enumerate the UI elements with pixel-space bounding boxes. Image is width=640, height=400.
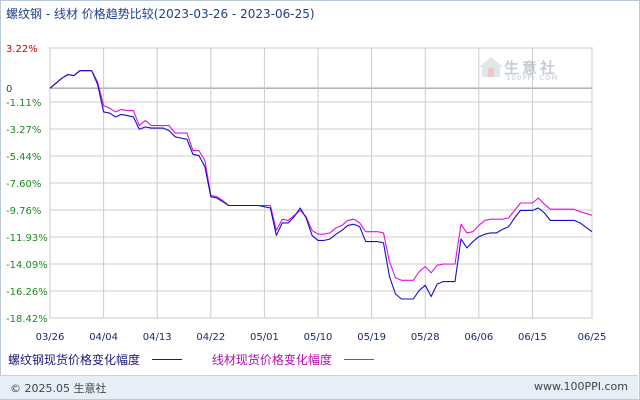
line-chart: 3.22% 0 -1.11% -3.27% -5.44% -7.60% -9.76% -11.…	[6, 44, 607, 343]
series-line-2	[49, 70, 593, 281]
x-tick-label: 06/15	[518, 332, 547, 343]
y-tick-label: -7.60%	[6, 179, 41, 190]
y-tick-label: -11.93%	[6, 233, 48, 244]
x-tick-label: 06/06	[464, 332, 493, 343]
x-tick-label: 03/26	[36, 332, 65, 343]
y-tick-label: -14.09%	[6, 260, 48, 271]
copyright-text: © 2025.05 生意社	[10, 382, 107, 395]
y-tick-label: -5.44%	[6, 152, 41, 163]
watermark-name: 生意社	[504, 58, 559, 77]
y-tick-label: -16.26%	[6, 287, 48, 298]
legend-item-series2: 线材现货价格变化幅度	[212, 351, 374, 368]
x-tick-label: 04/22	[196, 332, 225, 343]
y-tick-label: -18.42%	[6, 314, 48, 325]
y-tick-label: 0	[6, 84, 12, 95]
x-tick-label: 04/13	[143, 332, 172, 343]
x-tick-label: 04/04	[89, 332, 118, 343]
y-tick-label: -9.76%	[6, 206, 41, 217]
x-tick-label: 06/25	[578, 332, 607, 343]
legend-swatch-series2	[343, 359, 374, 360]
x-tick-label: 05/19	[357, 332, 386, 343]
chart-title: 螺纹钢 - 线材 价格趋势比较(2023-03-26 - 2023-06-25)	[6, 7, 315, 21]
footer-bar: © 2025.05 生意社 www.100PPI.com	[0, 375, 638, 399]
legend-label-series2: 线材现货价格变化幅度	[211, 353, 332, 367]
y-tick-label: -1.11%	[6, 98, 41, 109]
house-icon	[479, 57, 503, 77]
site-link[interactable]: www.100PPI.com	[534, 380, 628, 393]
x-tick-label: 05/28	[411, 332, 440, 343]
series-line-1	[49, 70, 593, 300]
y-tick-label: 3.22%	[6, 44, 38, 55]
legend-item-series1: 螺纹钢现货价格变化幅度	[8, 351, 183, 368]
watermark-logo: 生意社 100PPI.COM	[478, 56, 559, 82]
y-tick-label: -3.27%	[6, 125, 41, 136]
legend-label-series1: 螺纹钢现货价格变化幅度	[8, 353, 141, 367]
legend-swatch-series1	[152, 359, 183, 360]
x-tick-label: 05/01	[250, 332, 279, 343]
x-tick-label: 05/10	[304, 332, 333, 343]
chart-legend: 螺纹钢现货价格变化幅度 线材现货价格变化幅度	[8, 351, 390, 368]
watermark-url: 100PPI.COM	[506, 74, 559, 82]
